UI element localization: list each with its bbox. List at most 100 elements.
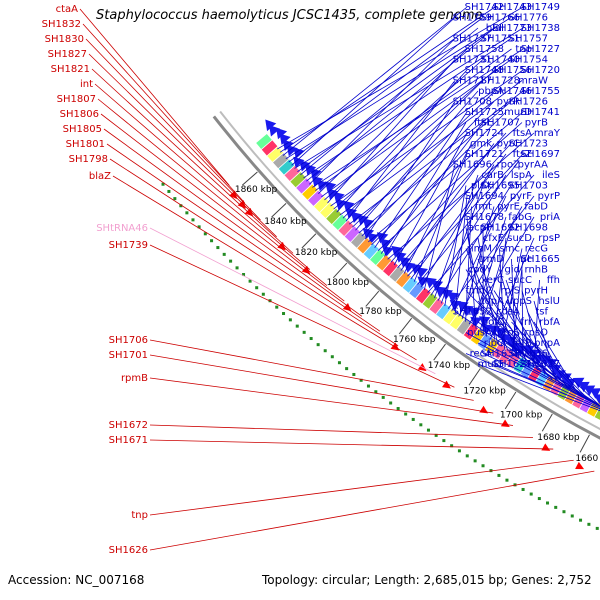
gc-dot: [242, 273, 246, 277]
right-leader-line: [521, 332, 591, 402]
right-gene-label: SH1717: [453, 76, 492, 87]
left-gene-label: SH1801: [66, 139, 105, 150]
gc-dot: [345, 367, 349, 371]
reverse-gene-arrow: [583, 385, 596, 396]
left-leader-line: [88, 53, 277, 238]
right-gene-label: pyrF: [510, 191, 532, 202]
left-gene-label: SH1830: [45, 34, 84, 45]
right-gene-label: SH1749: [521, 2, 560, 13]
gc-dot: [191, 218, 195, 222]
right-gene-label: ftsA: [513, 128, 532, 139]
right-gene-label: sucD: [507, 233, 532, 244]
gc-dot: [222, 252, 226, 256]
gc-dot: [352, 372, 356, 376]
kbp-tick: [332, 262, 348, 279]
right-gene-label: SH1751: [481, 34, 520, 45]
right-leader-line: [522, 363, 600, 407]
right-gene-label: SH1740: [481, 55, 520, 66]
cog-block: [320, 202, 336, 219]
kbp-tick: [365, 290, 380, 307]
kbp-tick: [398, 317, 413, 335]
right-leader-line: [454, 195, 468, 314]
gc-dot: [521, 487, 525, 491]
gc-dot: [396, 407, 400, 411]
gc-dot: [295, 324, 299, 328]
kbp-tick: [301, 233, 317, 249]
right-gene-label: SH1721: [465, 149, 504, 160]
left-gene-label: SH1671: [109, 435, 148, 446]
cog-block: [456, 318, 472, 335]
right-gene-label: SH1756: [493, 65, 532, 76]
cog-block: [267, 146, 283, 162]
left-leader-line: [91, 68, 294, 254]
gc-dot: [203, 232, 207, 236]
right-gene-label: codY: [468, 265, 493, 276]
left-leader-line: [149, 459, 574, 516]
right-leader-line: [390, 132, 507, 263]
kbp-tick-label: 1840 kbp: [264, 217, 307, 227]
right-gene-label: SH1694: [465, 191, 504, 202]
right-leader-line: [477, 258, 520, 359]
right-gene-label: SH1697: [521, 149, 560, 160]
right-gene-label: tnp: [515, 44, 532, 55]
reverse-gene-arrow: [589, 388, 600, 399]
right-gene-label: frr: [520, 317, 532, 328]
gc-dot: [404, 412, 408, 416]
cog-block: [463, 323, 479, 340]
gc-dot: [411, 417, 415, 421]
gc-dot: [248, 279, 252, 283]
reverse-gene-arrow: [470, 316, 482, 328]
right-leader-line: [413, 153, 468, 282]
right-leader-line: [458, 206, 523, 317]
reverse-gene-arrow: [441, 289, 453, 300]
gc-dot: [570, 514, 574, 518]
right-leader-line: [489, 237, 535, 340]
right-gene-label: SH1720: [521, 65, 560, 76]
right-gene-label: ftsL: [474, 118, 492, 129]
right-gene-label: ileS: [542, 170, 560, 181]
right-leader-line: [477, 237, 498, 345]
right-gene-label: fmhC: [465, 286, 492, 297]
left-gene-label: SH1739: [109, 240, 148, 251]
right-gene-label: carB: [481, 170, 504, 181]
right-gene-label: SH1627: [521, 359, 560, 370]
left-gene-label: SH1701: [109, 350, 148, 361]
right-gene-label: SH1707: [481, 118, 520, 129]
right-gene-label: plsX: [471, 181, 492, 192]
gc-dot: [381, 395, 385, 399]
right-leader-line: [285, 17, 512, 160]
gc-dot: [450, 444, 454, 448]
right-gene-label: pyrP: [538, 191, 560, 202]
cog-block: [470, 328, 486, 345]
right-gene-label: pyrR: [497, 97, 520, 108]
right-gene-label: SH1755: [521, 86, 560, 97]
right-leader-line: [309, 38, 456, 185]
reverse-gene-arrow: [350, 211, 363, 224]
right-gene-label: uppS: [507, 296, 532, 307]
genome-backbone: [212, 110, 600, 440]
right-leader-line: [339, 80, 523, 216]
right-gene-label: xerC: [481, 275, 504, 286]
right-leader-line: [423, 164, 456, 291]
left-gene-label: SH1626: [109, 545, 148, 556]
gc-dot: [179, 204, 183, 208]
right-gene-label: SH1636: [509, 349, 548, 360]
cog-block: [449, 313, 465, 330]
kbp-tick: [468, 368, 481, 386]
gc-dot: [229, 259, 233, 263]
gc-dot: [587, 522, 591, 526]
right-leader-line: [511, 258, 524, 354]
kbp-tick-label: 1780 kbp: [359, 307, 402, 317]
backbone-arc: [219, 110, 600, 431]
right-leader-line: [494, 363, 600, 410]
right-gene-label: rimM: [467, 244, 492, 255]
left-leader-line: [149, 244, 455, 388]
right-leader-line: [511, 258, 516, 357]
right-leader-line: [312, 48, 524, 188]
right-gene-label: SH1695: [481, 181, 520, 192]
left-gene-label: SH1827: [48, 49, 87, 60]
left-leader-line: [149, 439, 554, 450]
right-leader-line: [444, 185, 467, 307]
left-leader-line: [94, 83, 311, 270]
gc-dot: [554, 505, 558, 509]
